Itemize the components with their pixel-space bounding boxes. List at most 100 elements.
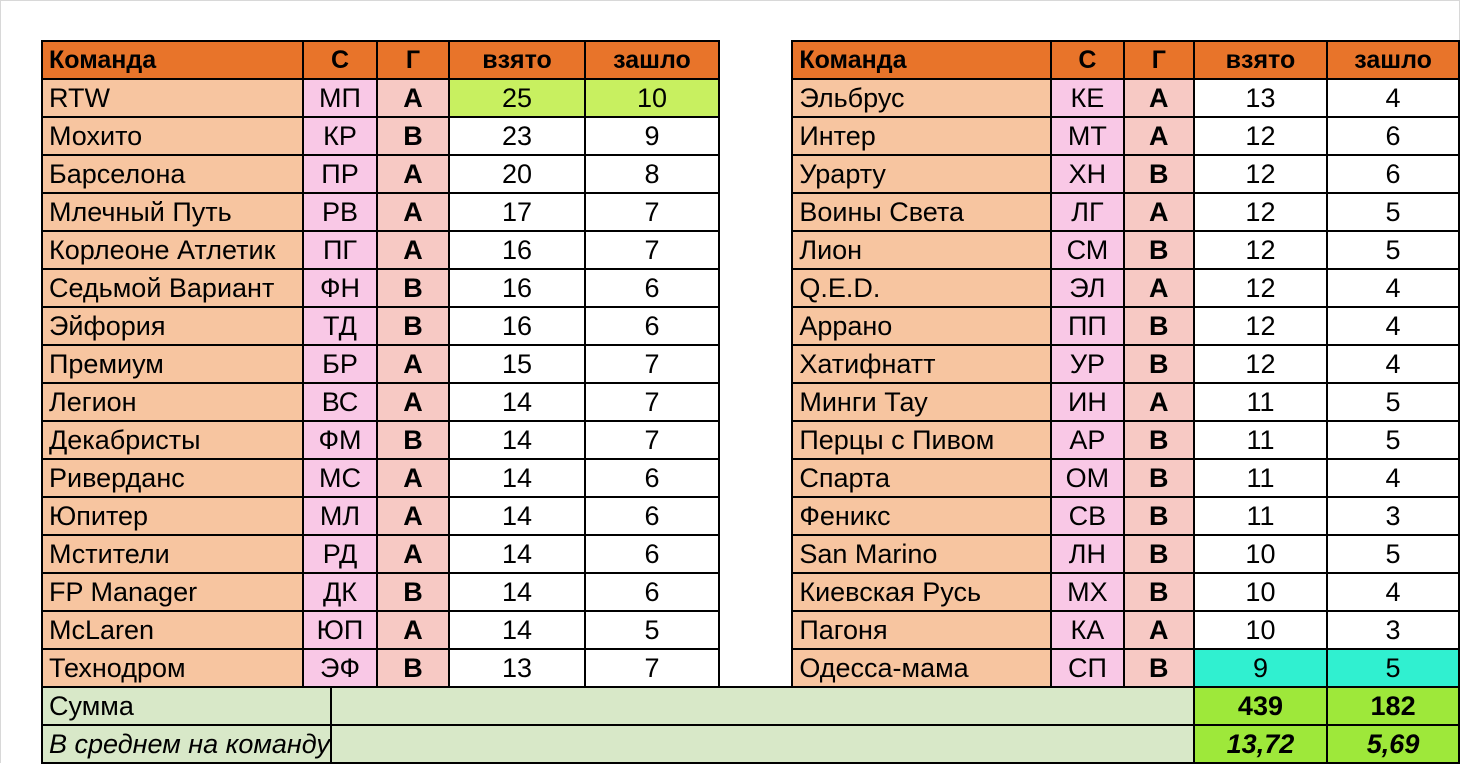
team-code: ПП: [1049, 306, 1125, 346]
team-group: B: [376, 572, 450, 612]
sum-label: Сумма: [41, 686, 332, 726]
team-name: Воины Света: [791, 192, 1052, 232]
taken-value: 14: [448, 382, 586, 422]
sum-row: Сумма 439 182: [41, 686, 1460, 726]
team-group: B: [1122, 344, 1195, 384]
team-group: B: [1122, 648, 1195, 688]
conceded-value: 5: [584, 610, 720, 650]
taken-value: 10: [1192, 572, 1329, 612]
team-group: A: [376, 154, 450, 194]
taken-value: 12: [1192, 230, 1329, 270]
team-group: B: [1122, 154, 1195, 194]
table-row: Аррано ПП B 12 4: [42, 306, 1460, 346]
conceded-value: 6: [1326, 116, 1460, 156]
taken-value: 13: [1192, 78, 1329, 118]
taken-value: 14: [448, 420, 586, 460]
team-group: A: [1122, 382, 1195, 422]
avg-taken: 13,72: [1192, 724, 1329, 764]
team-name: RTW: [41, 78, 304, 118]
table-row: Урарту ХН B 12 6: [42, 154, 1460, 194]
team-code: ДК: [302, 572, 378, 612]
conceded-value: 6: [584, 268, 720, 308]
table-row: Декабристы ФМ B 14 7: [41, 420, 720, 460]
team-name: Технодром: [41, 648, 304, 688]
right-standings-table: Команда С Г взято зашло Эльбрус КЕ A 13 4 Инт…: [41, 40, 1460, 764]
header-row: Команда С Г взято зашло: [42, 40, 1460, 80]
conceded-value: 3: [1326, 496, 1460, 536]
team-name: FP Manager: [41, 572, 304, 612]
taken-value: 25: [448, 78, 586, 118]
team-group: B: [1122, 572, 1195, 612]
team-name: Декабристы: [41, 420, 304, 460]
table-row: Корлеоне Атлетик ПГ A 16 7: [41, 230, 720, 270]
team-group: B: [376, 268, 450, 308]
table-row: Воины Света ЛГ A 12 5: [42, 192, 1460, 232]
conceded-value: 6: [1326, 154, 1460, 194]
table-row: Технодром ЭФ B 13 7: [41, 648, 720, 688]
taken-value: 11: [1192, 458, 1329, 498]
taken-value: 11: [1192, 420, 1329, 460]
taken-value: 23: [448, 116, 586, 156]
header-conceded: зашло: [584, 40, 720, 80]
team-code: ВС: [302, 382, 378, 422]
team-code: МХ: [1049, 572, 1125, 612]
conceded-value: 4: [1326, 268, 1460, 308]
table-row: FP Manager ДК B 14 6: [41, 572, 720, 612]
taken-value: 17: [448, 192, 586, 232]
table-row: Седьмой Вариант ФН B 16 6: [41, 268, 720, 308]
table-row: Эльбрус КЕ A 13 4: [42, 78, 1460, 118]
left-standings-table: Команда С Г взято зашло RTW МП A 25 10 Мохито…: [41, 40, 720, 688]
team-code: КЕ: [1049, 78, 1125, 118]
team-group: A: [376, 78, 450, 118]
team-group: A: [1122, 116, 1195, 156]
table-row: Юпитер МЛ A 14 6: [41, 496, 720, 536]
team-group: B: [376, 648, 450, 688]
header-taken: взято: [448, 40, 586, 80]
table-row: Феникс СВ B 11 3: [42, 496, 1460, 536]
team-group: B: [1122, 306, 1195, 346]
team-name: Риверданс: [41, 458, 304, 498]
team-name: Q.E.D.: [791, 268, 1052, 308]
team-code: МП: [302, 78, 378, 118]
team-name: Легион: [41, 382, 304, 422]
table-row: Хатифнатт УР B 12 4: [42, 344, 1460, 384]
team-name: Интер: [791, 116, 1052, 156]
taken-value: 12: [1192, 344, 1329, 384]
team-group: B: [1122, 420, 1195, 460]
team-group: A: [1122, 268, 1195, 308]
table-row: Интер МТ A 12 6: [42, 116, 1460, 156]
taken-value: 16: [448, 268, 586, 308]
team-code: МТ: [1049, 116, 1125, 156]
taken-value: 11: [1192, 496, 1329, 536]
conceded-value: 5: [1326, 382, 1460, 422]
team-code: ПР: [302, 154, 378, 194]
table-row: Барселона ПР A 20 8: [41, 154, 720, 194]
team-group: A: [1122, 78, 1195, 118]
team-code: ИН: [1049, 382, 1125, 422]
team-code: ЭФ: [302, 648, 378, 688]
team-group: A: [1122, 192, 1195, 232]
taken-value: 13: [448, 648, 586, 688]
conceded-value: 4: [1326, 458, 1460, 498]
conceded-value: 6: [584, 458, 720, 498]
team-group: B: [376, 306, 450, 346]
conceded-value: 6: [584, 496, 720, 536]
table-row: Мстители РД A 14 6: [41, 534, 720, 574]
table-row: Спарта ОМ B 11 4: [42, 458, 1460, 498]
team-name: Премиум: [41, 344, 304, 384]
header-g: Г: [1122, 40, 1195, 80]
team-name: Юпитер: [41, 496, 304, 536]
taken-value: 12: [1192, 192, 1329, 232]
table-row: Лион СМ B 12 5: [42, 230, 1460, 270]
taken-value: 15: [448, 344, 586, 384]
table-row: Легион ВС A 14 7: [41, 382, 720, 422]
taken-value: 14: [448, 496, 586, 536]
taken-value: 12: [1192, 306, 1329, 346]
team-name: Хатифнатт: [791, 344, 1052, 384]
avg-label: В среднем на команду: [41, 724, 332, 764]
team-name: Эйфория: [41, 306, 304, 346]
table-row: Премиум БР A 15 7: [41, 344, 720, 384]
avg-conceded: 5,69: [1326, 724, 1460, 764]
taken-value: 14: [448, 572, 586, 612]
team-name: Лион: [791, 230, 1052, 270]
